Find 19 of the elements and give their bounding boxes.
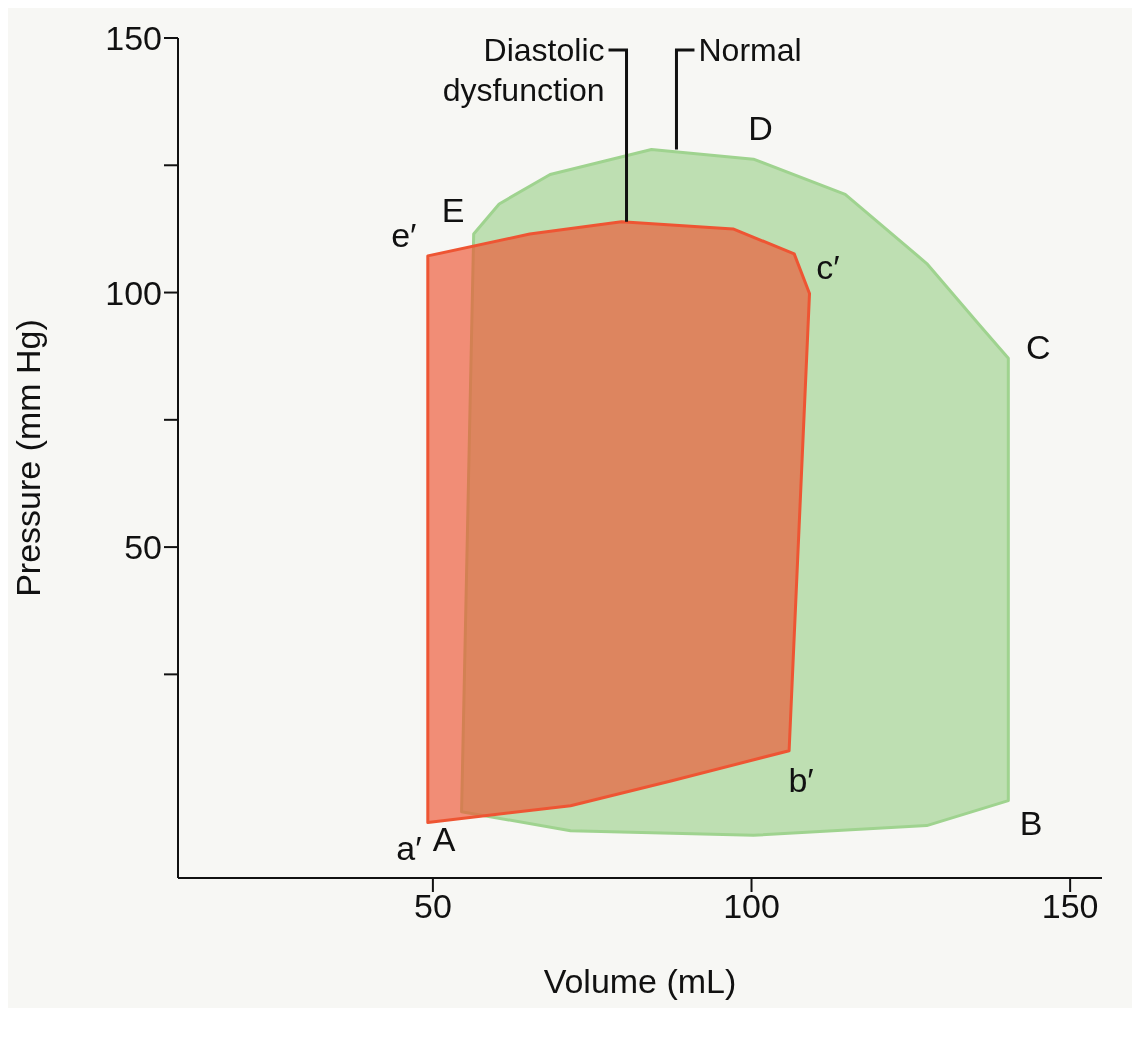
annotation: a′ [396, 829, 422, 868]
y-tick-label: 150 [105, 19, 162, 58]
annotation: E [441, 190, 465, 229]
x-tick-label: 100 [723, 887, 780, 926]
annotation: B [1019, 804, 1043, 843]
x-axis-title: Volume (mL) [543, 962, 737, 1000]
text: Normal [698, 32, 802, 68]
annotation: e′ [391, 215, 417, 254]
annotation: A [432, 819, 456, 858]
x-tick-label: 50 [413, 887, 452, 926]
y-tick-label: 100 [105, 273, 162, 312]
x-tick-label: 150 [1041, 887, 1099, 926]
annotation: D [748, 108, 773, 147]
annotation: C [1026, 328, 1051, 367]
annotation: c′ [816, 248, 840, 287]
y-axis-title: Pressure (mm Hg) [9, 319, 48, 597]
text: Diastolic dysfunction [442, 32, 605, 108]
y-tick-label: 50 [124, 528, 162, 567]
annotation: b′ [788, 761, 814, 800]
